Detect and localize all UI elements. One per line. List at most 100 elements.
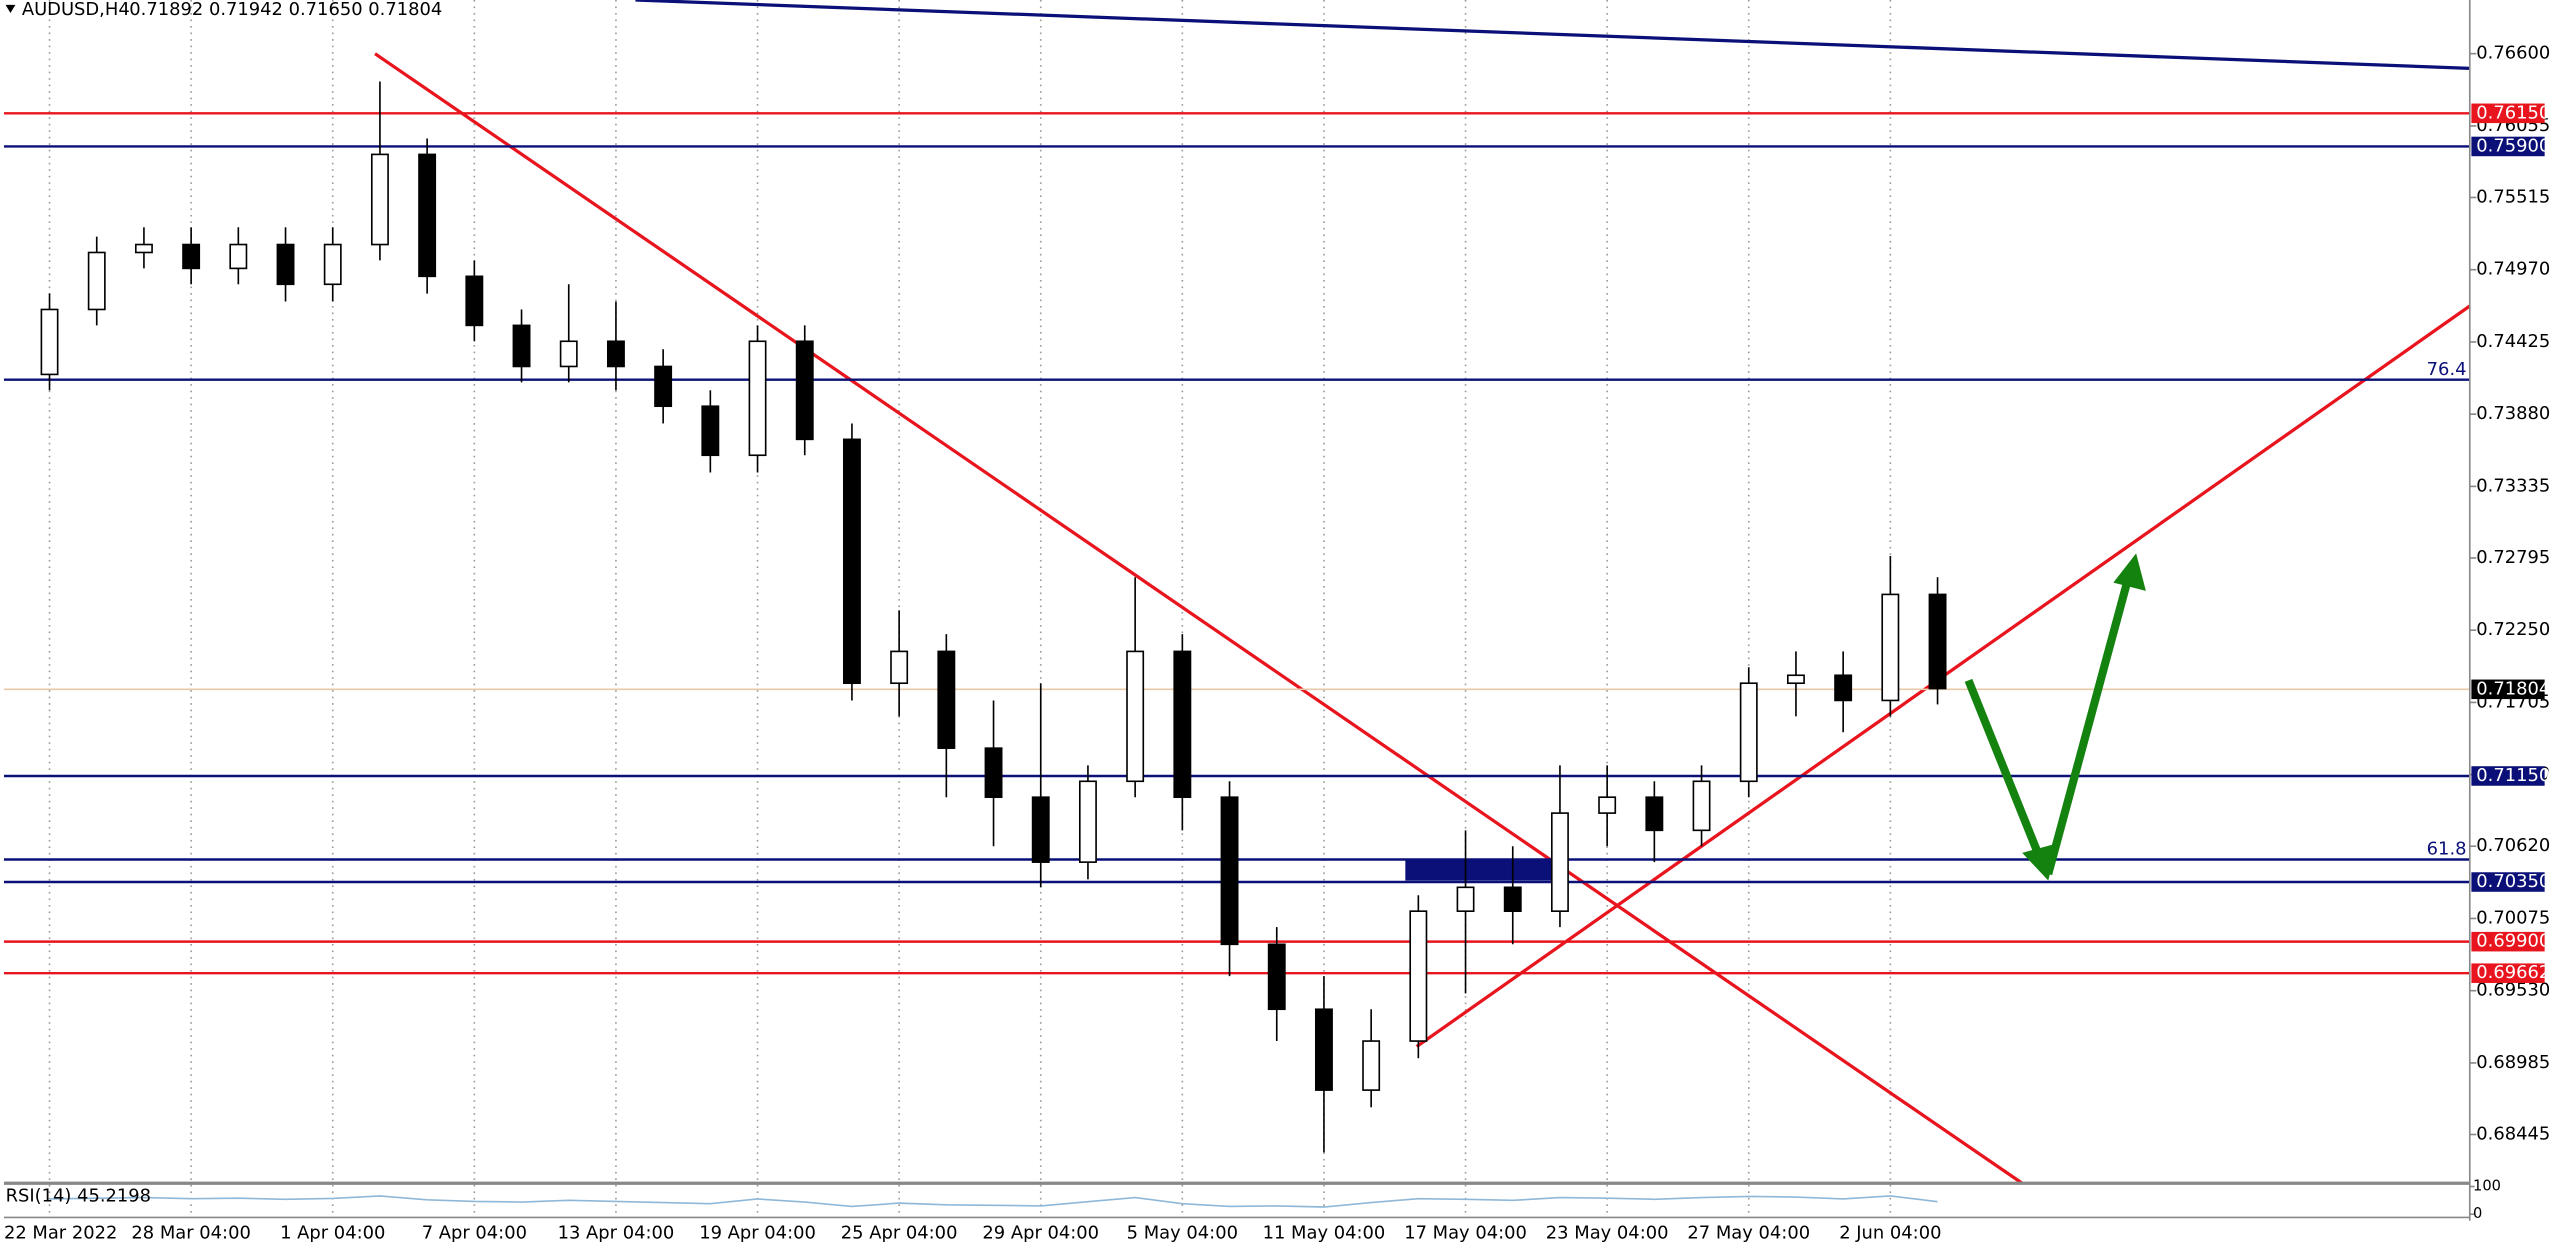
y-tick-label: 0.76600 bbox=[2476, 43, 2550, 64]
price-tag-label: 0.71804 bbox=[2476, 678, 2550, 699]
candle-body bbox=[654, 365, 673, 408]
ohlc-values: 0.71892 0.71942 0.71650 0.71804 bbox=[129, 0, 442, 20]
x-tick-label: 22 Mar 2022 bbox=[4, 1223, 117, 1244]
candle-body bbox=[182, 243, 201, 270]
rsi-line bbox=[49, 1195, 1938, 1208]
menu-icon[interactable] bbox=[5, 4, 16, 14]
price-tag bbox=[2471, 679, 2545, 700]
y-tick-label: 0.74425 bbox=[2476, 331, 2550, 352]
arrow-segment bbox=[2044, 571, 2134, 876]
y-tick-label: 0.68985 bbox=[2476, 1052, 2550, 1073]
candle-body bbox=[1126, 650, 1145, 783]
y-tick-label: 0.69530 bbox=[2476, 980, 2550, 1001]
x-tick-label: 27 May 04:00 bbox=[1687, 1223, 1810, 1244]
candle-body bbox=[1409, 910, 1428, 1042]
candle-body bbox=[87, 251, 106, 311]
candles bbox=[40, 81, 1947, 1153]
x-tick-label: 25 Apr 04:00 bbox=[841, 1223, 958, 1244]
grid bbox=[48, 0, 1892, 1218]
price-tag bbox=[2471, 872, 2545, 892]
candle-body bbox=[748, 340, 767, 457]
candle-body bbox=[1220, 796, 1239, 946]
candle-body bbox=[1031, 796, 1050, 863]
axes: 0.766000.760550.755150.749700.744250.738… bbox=[4, 43, 2550, 1244]
candle-body bbox=[890, 650, 909, 685]
candle-body bbox=[134, 243, 153, 254]
arrow-head bbox=[2113, 553, 2146, 591]
x-tick-label: 23 May 04:00 bbox=[1546, 1223, 1669, 1244]
chart-title: AUDUSD,H4 bbox=[22, 0, 130, 20]
y-tick-label: 0.75515 bbox=[2476, 186, 2550, 207]
price-tag-label: 0.76150 bbox=[2476, 102, 2550, 123]
forecast-arrow bbox=[1964, 553, 2146, 881]
price-tag bbox=[2471, 103, 2545, 124]
candle-body bbox=[1173, 650, 1192, 799]
candle-body bbox=[1598, 796, 1617, 814]
y-tick-label: 0.70075 bbox=[2476, 907, 2550, 928]
x-tick-label: 13 Apr 04:00 bbox=[558, 1223, 675, 1244]
rsi-tick-label: 100 bbox=[2473, 1178, 2501, 1195]
fib-label: 76.4 bbox=[2427, 359, 2467, 380]
y-tick-label: 0.74970 bbox=[2476, 259, 2550, 280]
candle-body bbox=[465, 275, 484, 327]
candle-body bbox=[606, 340, 625, 368]
x-tick-label: 7 Apr 04:00 bbox=[422, 1223, 527, 1244]
candle-body bbox=[276, 243, 295, 286]
candle-body bbox=[1456, 886, 1475, 912]
candle-body bbox=[559, 340, 578, 368]
y-tick-label: 0.70620 bbox=[2476, 835, 2550, 856]
candle-body bbox=[1645, 796, 1664, 832]
candle-body bbox=[1362, 1040, 1381, 1091]
price-tag-label: 0.71150 bbox=[2476, 765, 2550, 786]
y-tick-label: 0.68445 bbox=[2476, 1123, 2550, 1144]
candle-body bbox=[1503, 886, 1522, 912]
candle-body bbox=[1739, 682, 1758, 783]
trend-line bbox=[635, 0, 2470, 70]
candle-body bbox=[842, 438, 861, 685]
x-tick-label: 17 May 04:00 bbox=[1404, 1223, 1527, 1244]
x-tick-label: 2 Jun 04:00 bbox=[1839, 1223, 1941, 1244]
levels: 76.4 61.8 bbox=[3, 112, 2470, 975]
candle-body bbox=[984, 747, 1003, 799]
rsi-label: RSI(14) 45.2198 bbox=[6, 1185, 151, 1206]
price-tag-label: 0.69662 bbox=[2476, 962, 2550, 983]
candle-body bbox=[701, 405, 720, 457]
y-tick-label: 0.73335 bbox=[2476, 475, 2550, 496]
candle-body bbox=[1834, 674, 1853, 702]
candle-body bbox=[370, 153, 389, 246]
candle-body bbox=[40, 308, 59, 376]
x-tick-label: 28 Mar 04:00 bbox=[131, 1223, 250, 1244]
y-tick-label: 0.72795 bbox=[2476, 547, 2550, 568]
x-tick-label: 19 Apr 04:00 bbox=[699, 1223, 816, 1244]
price-tag bbox=[2471, 766, 2545, 786]
price-tag bbox=[2471, 136, 2545, 157]
x-tick-label: 1 Apr 04:00 bbox=[280, 1223, 385, 1244]
candle-body bbox=[1550, 812, 1569, 912]
candle-body bbox=[937, 650, 956, 749]
candle-body bbox=[1928, 593, 1947, 690]
candle-body bbox=[229, 243, 248, 270]
x-tick-label: 11 May 04:00 bbox=[1263, 1223, 1386, 1244]
candle-body bbox=[1881, 593, 1900, 702]
candle-body bbox=[512, 324, 531, 368]
zone bbox=[1405, 859, 1552, 881]
price-tag-label: 0.69900 bbox=[2476, 931, 2550, 952]
candle-body bbox=[323, 243, 342, 286]
rsi-tick-label: 0 bbox=[2473, 1205, 2482, 1222]
trend-line bbox=[374, 52, 2024, 1185]
candle-body bbox=[418, 153, 437, 278]
fib-label: 61.8 bbox=[2427, 839, 2467, 860]
x-tick-label: 29 Apr 04:00 bbox=[982, 1223, 1099, 1244]
candle-body bbox=[1267, 943, 1286, 1011]
arrow-segment bbox=[1964, 678, 2046, 865]
price-tag bbox=[2471, 963, 2545, 983]
price-tag-label: 0.75900 bbox=[2476, 135, 2550, 156]
x-tick-label: 5 May 04:00 bbox=[1127, 1223, 1238, 1244]
y-tick-label: 0.72250 bbox=[2476, 619, 2550, 640]
candle-body bbox=[1078, 780, 1097, 863]
price-tag-label: 0.70350 bbox=[2476, 871, 2550, 892]
rsi-panel: RSI(14) 45.2198 100 0 bbox=[6, 1178, 2501, 1223]
candle-body bbox=[1692, 780, 1711, 832]
